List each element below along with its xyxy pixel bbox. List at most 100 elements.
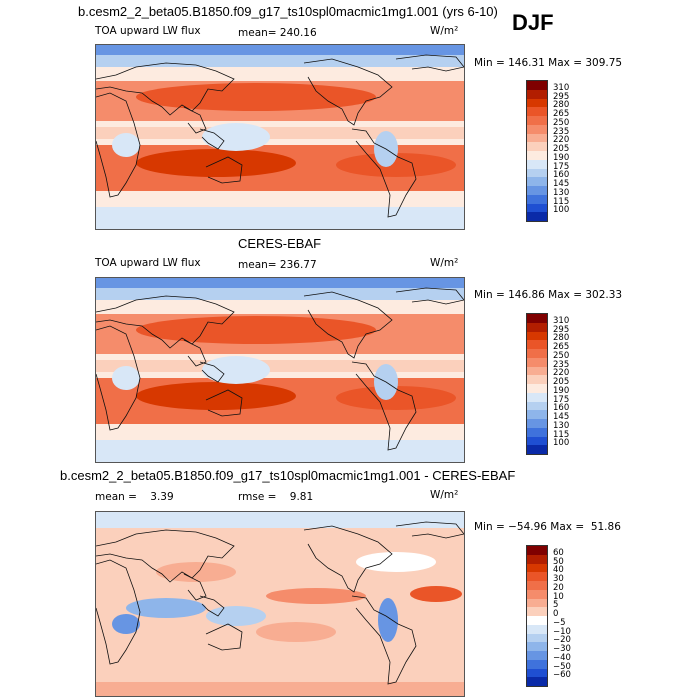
colorbar-tick-label: 5 bbox=[553, 600, 559, 611]
colorbar-tick-label: 280 bbox=[553, 100, 570, 111]
panel3-units: W/m² bbox=[430, 489, 459, 501]
colorbar-swatch bbox=[527, 159, 547, 169]
colorbar-tick-label: 265 bbox=[553, 109, 570, 119]
colorbar-swatch bbox=[527, 151, 547, 160]
colorbar-swatch bbox=[527, 375, 547, 384]
panel1-variable: TOA upward LW flux bbox=[95, 25, 201, 37]
colorbar-swatch bbox=[527, 331, 547, 341]
colorbar-swatch bbox=[527, 624, 547, 634]
coastline bbox=[183, 573, 207, 601]
colorbar-tick-label: 0 bbox=[553, 609, 559, 619]
panel3-map bbox=[95, 511, 465, 697]
coastline bbox=[351, 128, 417, 218]
colorbar-tick-label: −50 bbox=[553, 661, 571, 672]
colorbar-tick-label: 190 bbox=[553, 385, 570, 396]
panel3-mean: mean = 3.39 bbox=[95, 491, 174, 503]
panel3-colorbar bbox=[526, 545, 548, 687]
coastline bbox=[205, 156, 243, 184]
colorbar-tick-label: 20 bbox=[553, 582, 564, 593]
colorbar-swatch bbox=[527, 384, 547, 393]
colorbar-swatch bbox=[527, 322, 547, 332]
colorbar-tick-label: 115 bbox=[553, 196, 570, 207]
colorbar-tick-label: 310 bbox=[553, 82, 570, 93]
coastline bbox=[395, 521, 464, 539]
colorbar-swatch bbox=[527, 81, 547, 90]
colorbar-swatch bbox=[527, 616, 547, 625]
colorbar-swatch bbox=[527, 419, 547, 428]
colorbar-swatch bbox=[527, 168, 547, 178]
colorbar-tick-label: 295 bbox=[553, 91, 570, 102]
colorbar-tick-label: 175 bbox=[553, 394, 570, 405]
coastline bbox=[96, 295, 235, 349]
coastline bbox=[96, 529, 235, 583]
panel1-mean: mean= 240.16 bbox=[238, 27, 317, 39]
colorbar-tick-label: 310 bbox=[553, 315, 570, 326]
panel2-units: W/m² bbox=[430, 257, 459, 269]
colorbar-tick-label: −30 bbox=[553, 644, 571, 654]
colorbar-tick-label: −10 bbox=[553, 626, 571, 637]
colorbar-swatch bbox=[527, 410, 547, 419]
map-field bbox=[96, 512, 464, 696]
colorbar-swatch bbox=[527, 314, 547, 323]
colorbar-tick-label: 60 bbox=[553, 547, 564, 558]
colorbar-tick-label: 115 bbox=[553, 429, 570, 440]
colorbar-swatch bbox=[527, 392, 547, 402]
colorbar-tick-label: 235 bbox=[553, 126, 570, 137]
coastline bbox=[199, 128, 225, 150]
colorbar-swatch bbox=[527, 677, 547, 686]
colorbar-swatch bbox=[527, 436, 547, 446]
colorbar-swatch bbox=[527, 659, 547, 669]
colorbar-swatch bbox=[527, 124, 547, 134]
panel1-units: W/m² bbox=[430, 25, 459, 37]
colorbar-swatch bbox=[527, 186, 547, 195]
coastline bbox=[303, 58, 393, 126]
coastline bbox=[351, 595, 417, 685]
colorbar-swatch bbox=[527, 366, 547, 376]
colorbar-swatch bbox=[527, 203, 547, 213]
panel3-rmse: rmse = 9.81 bbox=[238, 491, 314, 503]
panel1-colorbar bbox=[526, 80, 548, 222]
coastline bbox=[351, 361, 417, 451]
colorbar-tick-label: 205 bbox=[553, 377, 570, 387]
colorbar-tick-label: 100 bbox=[553, 205, 570, 216]
coastline bbox=[183, 339, 207, 367]
colorbar-tick-label: 10 bbox=[553, 591, 564, 602]
colorbar-tick-label: 190 bbox=[553, 152, 570, 163]
panel2-map bbox=[95, 277, 465, 463]
colorbar-swatch bbox=[527, 194, 547, 204]
coastline bbox=[96, 92, 141, 198]
colorbar-swatch bbox=[527, 427, 547, 437]
coastline bbox=[395, 287, 464, 305]
colorbar-tick-label: 130 bbox=[553, 187, 570, 198]
colorbar-swatch bbox=[527, 563, 547, 573]
colorbar-swatch bbox=[527, 651, 547, 660]
coastline bbox=[303, 291, 393, 359]
colorbar-swatch bbox=[527, 572, 547, 581]
colorbar-tick-label: 40 bbox=[553, 565, 564, 576]
colorbar-tick-label: −60 bbox=[553, 670, 571, 681]
colorbar-tick-label: −20 bbox=[553, 635, 571, 646]
colorbar-tick-label: 145 bbox=[553, 179, 570, 189]
colorbar-swatch bbox=[527, 668, 547, 678]
colorbar-swatch bbox=[527, 212, 547, 221]
panel1-map bbox=[95, 44, 465, 230]
panel2-minmax: Min = 146.86 Max = 302.33 bbox=[474, 289, 623, 301]
coastline bbox=[96, 559, 141, 665]
colorbar-tick-label: −5 bbox=[553, 617, 566, 628]
colorbar-tick-label: 130 bbox=[553, 420, 570, 431]
colorbar-swatch bbox=[527, 107, 547, 116]
colorbar-tick-label: 235 bbox=[553, 359, 570, 370]
coastline bbox=[205, 389, 243, 417]
colorbar-tick-label: 145 bbox=[553, 412, 570, 422]
coastline bbox=[199, 595, 225, 617]
colorbar-tick-label: 265 bbox=[553, 342, 570, 352]
colorbar-tick-label: 220 bbox=[553, 135, 570, 146]
colorbar-swatch bbox=[527, 98, 547, 108]
colorbar-swatch bbox=[527, 445, 547, 454]
panel2-title: CERES-EBAF bbox=[238, 236, 322, 251]
colorbar-tick-label: 160 bbox=[553, 170, 570, 181]
colorbar-swatch bbox=[527, 589, 547, 599]
season-label: DJF bbox=[512, 10, 554, 35]
colorbar-tick-label: 175 bbox=[553, 161, 570, 172]
colorbar-swatch bbox=[527, 401, 547, 411]
